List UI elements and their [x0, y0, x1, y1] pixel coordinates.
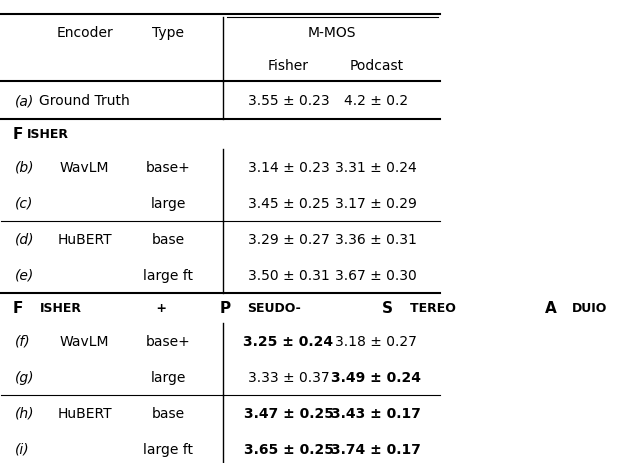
Text: base: base [151, 406, 185, 420]
Text: WavLM: WavLM [60, 161, 109, 175]
Text: (c): (c) [14, 196, 33, 210]
Text: HuBERT: HuBERT [57, 232, 112, 246]
Text: ISHER: ISHER [40, 301, 82, 315]
Text: S: S [382, 300, 393, 316]
Text: Ground Truth: Ground Truth [39, 94, 130, 108]
Text: (b): (b) [14, 161, 34, 175]
Text: 3.49 ± 0.24: 3.49 ± 0.24 [331, 370, 421, 384]
Text: M-MOS: M-MOS [308, 26, 356, 40]
Text: (d): (d) [14, 232, 34, 246]
Text: A: A [545, 300, 556, 316]
Text: P: P [220, 300, 231, 316]
Text: 3.29 ± 0.27: 3.29 ± 0.27 [248, 232, 330, 246]
Text: 3.36 ± 0.31: 3.36 ± 0.31 [335, 232, 417, 246]
Text: F: F [12, 127, 23, 142]
Text: WavLM: WavLM [60, 334, 109, 348]
Text: (e): (e) [14, 268, 34, 282]
Text: F: F [12, 300, 23, 316]
Text: 3.25 ± 0.24: 3.25 ± 0.24 [243, 334, 333, 348]
Text: 3.31 ± 0.24: 3.31 ± 0.24 [335, 161, 417, 175]
Text: large: large [151, 370, 185, 384]
Text: HuBERT: HuBERT [57, 406, 112, 420]
Text: 4.2 ± 0.2: 4.2 ± 0.2 [344, 94, 408, 108]
Text: (a): (a) [14, 94, 34, 108]
Text: 3.17 ± 0.29: 3.17 ± 0.29 [335, 196, 417, 210]
Text: base+: base+ [146, 334, 190, 348]
Text: (g): (g) [14, 370, 34, 384]
Text: 3.18 ± 0.27: 3.18 ± 0.27 [335, 334, 417, 348]
Text: 3.50 ± 0.31: 3.50 ± 0.31 [248, 268, 330, 282]
Text: (h): (h) [14, 406, 34, 420]
Text: 3.65 ± 0.25: 3.65 ± 0.25 [244, 442, 333, 456]
Text: base+: base+ [146, 161, 190, 175]
Text: Encoder: Encoder [57, 26, 113, 40]
Text: 3.74 ± 0.17: 3.74 ± 0.17 [332, 442, 421, 456]
Text: 3.55 ± 0.23: 3.55 ± 0.23 [248, 94, 329, 108]
Text: Podcast: Podcast [349, 59, 403, 73]
Text: 3.14 ± 0.23: 3.14 ± 0.23 [248, 161, 330, 175]
Text: Fisher: Fisher [268, 59, 309, 73]
Text: 3.67 ± 0.30: 3.67 ± 0.30 [335, 268, 417, 282]
Text: (i): (i) [14, 442, 29, 456]
Text: 3.43 ± 0.17: 3.43 ± 0.17 [332, 406, 421, 420]
Text: 3.33 ± 0.37: 3.33 ± 0.37 [248, 370, 329, 384]
Text: Type: Type [152, 26, 184, 40]
Text: base: base [151, 232, 185, 246]
Text: ISHER: ISHER [27, 128, 69, 141]
Text: large ft: large ft [143, 442, 193, 456]
Text: SEUDO-: SEUDO- [247, 301, 301, 315]
Text: large: large [151, 196, 185, 210]
Text: TEREO: TEREO [410, 301, 460, 315]
Text: 3.45 ± 0.25: 3.45 ± 0.25 [248, 196, 329, 210]
Text: 3.47 ± 0.25: 3.47 ± 0.25 [244, 406, 333, 420]
Text: DUIO: DUIO [572, 301, 608, 315]
Text: (f): (f) [14, 334, 30, 348]
Text: large ft: large ft [143, 268, 193, 282]
Text: +: + [152, 301, 172, 315]
